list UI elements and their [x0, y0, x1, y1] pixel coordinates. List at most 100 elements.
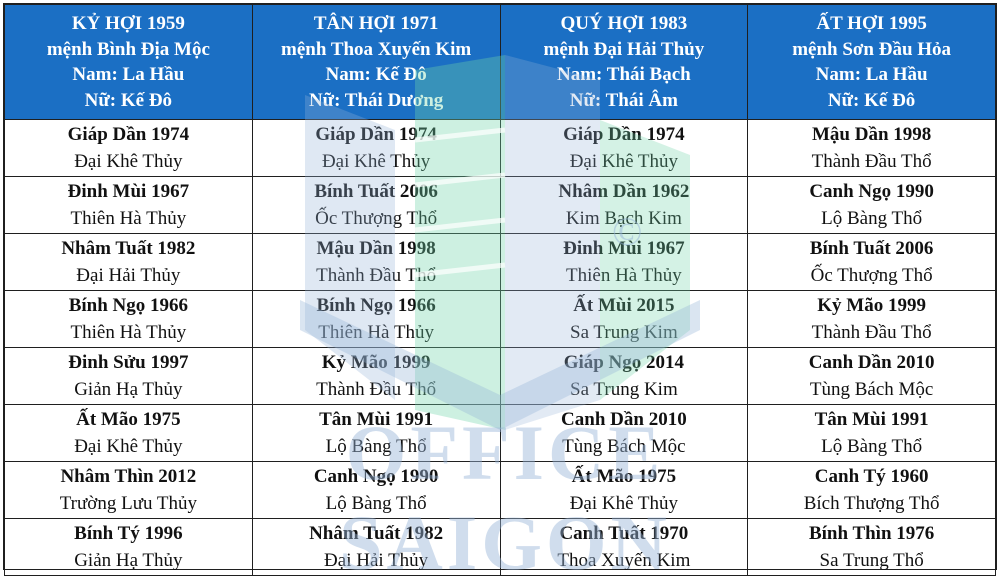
header-male: Nam: La Hầu [815, 64, 928, 85]
header-male: Nam: La Hầu [72, 64, 185, 85]
pair-name: Đinh Mùi 1967 [563, 238, 685, 259]
pair-element: Sa Trung Kim [570, 322, 678, 343]
table-row: Đinh Mùi 1967 Thiên Hà Thủy Bính Tuất 200… [4, 176, 996, 234]
table-cell: Canh Tý 1960 Bích Thượng Thổ [747, 461, 996, 519]
compatibility-table-wrapper: KỶ HỢI 1959 mệnh Bình Địa Mộc Nam: La Hầ… [3, 3, 997, 576]
header-year: QUÝ HỢI 1983 [560, 13, 688, 34]
pair-element: Đại Khê Thủy [74, 436, 183, 457]
pair-element: Lộ Bàng Thổ [821, 208, 923, 229]
table-cell: Giáp Dần 1974 Đại Khê Thủy [4, 119, 253, 177]
pair-name: Bính Ngọ 1966 [68, 295, 189, 316]
pair-element: Thiên Hà Thủy [70, 208, 187, 229]
pair-name: Ất Mão 1975 [571, 466, 677, 487]
pair-name: Canh Dần 2010 [808, 352, 935, 373]
header-cell-1971: TÂN HỢI 1971 mệnh Thoa Xuyến Kim Nam: Kế… [251, 4, 501, 120]
header-element: mệnh Bình Địa Mộc [46, 38, 210, 60]
pair-name: Đinh Sửu 1997 [68, 352, 189, 373]
table-cell: Tân Mùi 1991 Lộ Bàng Thổ [747, 404, 996, 462]
pair-element: Đại Hải Thủy [324, 550, 429, 571]
pair-name: Ất Mùi 2015 [573, 295, 675, 316]
table-cell: Ất Mão 1975 Đại Khê Thủy [4, 404, 253, 462]
pair-name: Canh Ngọ 1990 [809, 181, 934, 202]
pair-name: Kỷ Mão 1999 [321, 352, 431, 373]
pair-element: Đại Hải Thủy [76, 265, 181, 286]
table-cell: Đinh Sửu 1997 Giản Hạ Thủy [4, 347, 253, 405]
pair-element: Thoa Xuyến Kim [557, 550, 691, 571]
pair-element: Giản Hạ Thủy [74, 379, 183, 400]
table-cell: Bính Tý 1996 Giản Hạ Thủy [4, 518, 253, 576]
header-year: ẤT HỢI 1995 [816, 13, 927, 34]
table-cell: Đinh Mùi 1967 Thiên Hà Thủy [4, 176, 253, 234]
table-cell: Nhâm Thìn 2012 Trường Lưu Thủy [4, 461, 253, 519]
pair-element: Bích Thượng Thổ [803, 493, 940, 514]
pair-name: Canh Tuất 1970 [559, 523, 689, 544]
pair-name: Bính Tý 1996 [74, 523, 183, 544]
table-cell: Kỷ Mão 1999 Thành Đầu Thổ [747, 290, 996, 348]
pair-name: Mậu Dần 1998 [811, 124, 932, 145]
pair-name: Nhâm Tuất 1982 [61, 238, 196, 259]
header-female: Nữ: Thái Âm [569, 89, 678, 111]
pair-name: Nhâm Tuất 1982 [309, 523, 444, 544]
table-cell: Bính Tuất 2006 Ốc Thượng Thổ [747, 233, 996, 291]
table-row: Nhâm Thìn 2012 Trường Lưu Thủy Canh Ngọ 1… [4, 461, 996, 519]
table-cell: Canh Dần 2010 Tùng Bách Mộc [499, 404, 749, 462]
table-cell: Tân Mùi 1991 Lộ Bàng Thổ [251, 404, 501, 462]
table-cell: Giáp Ngọ 2014 Sa Trung Kim [499, 347, 749, 405]
table-cell: Ất Mùi 2015 Sa Trung Kim [499, 290, 749, 348]
pair-element: Đại Khê Thủy [74, 151, 183, 172]
pair-element: Ốc Thượng Thổ [315, 208, 438, 229]
header-element: mệnh Đại Hải Thủy [543, 38, 705, 60]
table-cell: Ất Mão 1975 Đại Khê Thủy [499, 461, 749, 519]
pair-name: Nhâm Dần 1962 [558, 181, 690, 202]
header-cell-1959: KỶ HỢI 1959 mệnh Bình Địa Mộc Nam: La Hầ… [4, 4, 253, 120]
pair-element: Ốc Thượng Thổ [810, 265, 933, 286]
pair-element: Thiên Hà Thủy [318, 322, 434, 343]
table-cell: Nhâm Tuất 1982 Đại Hải Thủy [4, 233, 253, 291]
table-cell: Bính Ngọ 1966 Thiên Hà Thủy [251, 290, 501, 348]
pair-element: Thiên Hà Thủy [566, 265, 682, 286]
pair-name: Đinh Mùi 1967 [67, 181, 190, 202]
pair-element: Lộ Bàng Thổ [325, 493, 427, 514]
pair-element: Sa Trung Thổ [819, 550, 924, 571]
pair-element: Giản Hạ Thủy [74, 550, 183, 571]
pair-element: Trường Lưu Thủy [59, 493, 198, 514]
pair-element: Tùng Bách Mộc [562, 436, 686, 457]
pair-element: Sa Trung Kim [570, 379, 678, 400]
pair-element: Thành Đầu Thổ [811, 151, 932, 172]
header-male: Nam: Thái Bạch [557, 64, 691, 85]
table-row: Nhâm Tuất 1982 Đại Hải Thủy Mậu Dần 1998 T… [4, 233, 996, 291]
table-row: Đinh Sửu 1997 Giản Hạ Thủy Kỷ Mão 1999 Thà… [4, 347, 996, 405]
pair-name: Canh Ngọ 1990 [313, 466, 439, 487]
pair-element: Tùng Bách Mộc [809, 379, 934, 400]
pair-element: Thiên Hà Thủy [70, 322, 187, 343]
header-female: Nữ: Kế Đô [84, 89, 173, 111]
header-year: TÂN HỢI 1971 [313, 13, 439, 34]
pair-name: Bính Ngọ 1966 [316, 295, 436, 316]
pair-element: Lộ Bàng Thổ [325, 436, 427, 457]
pair-element: Đại Khê Thủy [569, 493, 679, 514]
table-cell: Mậu Dần 1998 Thành Đầu Thổ [251, 233, 501, 291]
pair-name: Nhâm Thìn 2012 [60, 466, 197, 487]
pair-element: Lộ Bàng Thổ [821, 436, 923, 457]
table-cell: Bính Ngọ 1966 Thiên Hà Thủy [4, 290, 253, 348]
table-cell: Canh Ngọ 1990 Lộ Bàng Thổ [251, 461, 501, 519]
pair-name: Tân Mùi 1991 [814, 409, 929, 430]
pair-name: Kỷ Mão 1999 [817, 295, 926, 316]
header-female: Nữ: Kế Đô [827, 89, 916, 111]
header-element: mệnh Thoa Xuyến Kim [281, 38, 472, 60]
pair-element: Thành Đầu Thổ [316, 265, 437, 286]
table-cell: Canh Ngọ 1990 Lộ Bàng Thổ [747, 176, 996, 234]
pair-name: Giáp Ngọ 2014 [563, 352, 685, 373]
pair-name: Bính Thìn 1976 [808, 523, 935, 544]
header-female: Nữ: Thái Dương [308, 89, 444, 111]
table-cell: Giáp Dần 1974 Đại Khê Thủy [499, 119, 749, 177]
table-cell: Bính Thìn 1976 Sa Trung Thổ [747, 518, 996, 576]
table-cell: Nhâm Tuất 1982 Đại Hải Thủy [251, 518, 501, 576]
pair-name: Canh Tý 1960 [814, 466, 929, 487]
pair-element: Đại Khê Thủy [569, 151, 679, 172]
pair-name: Giáp Dần 1974 [67, 124, 190, 145]
table-cell: Canh Dần 2010 Tùng Bách Mộc [747, 347, 996, 405]
pair-name: Canh Dần 2010 [561, 409, 687, 430]
table-row: Bính Ngọ 1966 Thiên Hà Thủy Bính Ngọ 1966… [4, 290, 996, 348]
header-year: KỶ HỢI 1959 [71, 13, 185, 34]
